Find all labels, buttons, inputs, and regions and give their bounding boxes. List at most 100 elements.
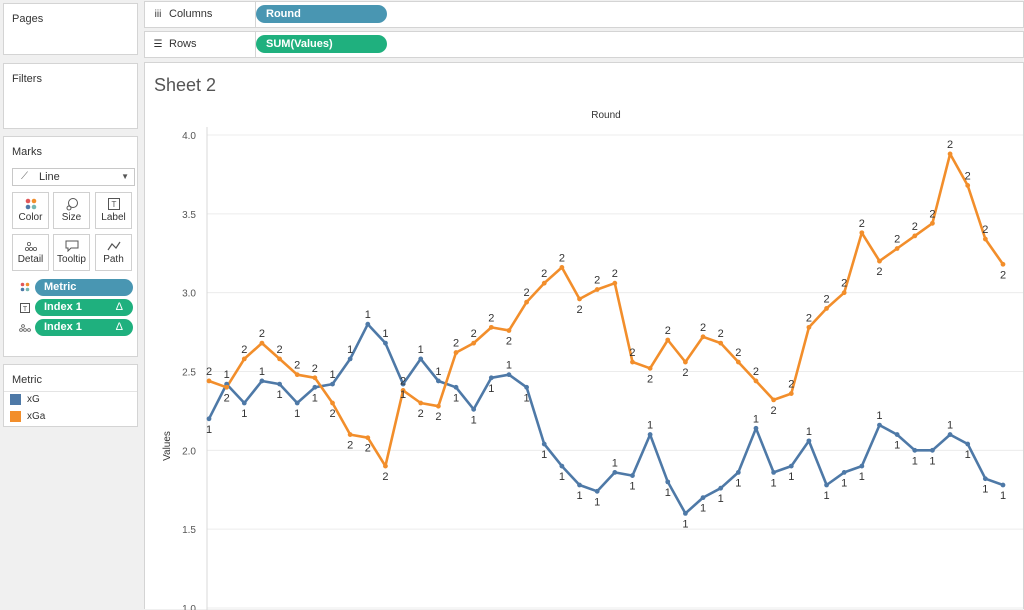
- data-point-xg[interactable]: [877, 422, 882, 428]
- data-point-xg[interactable]: [241, 400, 247, 406]
- data-point-xga[interactable]: [930, 220, 935, 226]
- data-point-xg[interactable]: [930, 447, 935, 453]
- series-line-xga[interactable]: [208, 152, 1005, 468]
- data-point-xg[interactable]: [383, 340, 388, 346]
- data-point-xg[interactable]: [735, 470, 741, 475]
- data-point-xg[interactable]: [400, 381, 406, 387]
- data-point-xga[interactable]: [524, 299, 529, 305]
- data-point-xg[interactable]: [841, 470, 847, 475]
- data-point-xga[interactable]: [506, 328, 512, 333]
- data-point-xg[interactable]: [418, 356, 424, 362]
- data-point-xga[interactable]: [612, 280, 618, 286]
- data-point-xg[interactable]: [259, 378, 265, 384]
- data-point-xga[interactable]: [982, 236, 988, 242]
- data-point-xga[interactable]: [224, 384, 230, 390]
- data-point-xg[interactable]: [647, 432, 653, 437]
- data-point-xg[interactable]: [453, 384, 459, 390]
- data-point-xg[interactable]: [612, 470, 618, 475]
- data-point-xga[interactable]: [806, 324, 812, 330]
- data-point-xga[interactable]: [259, 340, 265, 346]
- path-button[interactable]: Path: [95, 234, 132, 271]
- data-point-xg[interactable]: [347, 356, 353, 362]
- data-point-xg[interactable]: [982, 476, 988, 482]
- data-point-xg[interactable]: [330, 381, 335, 387]
- data-point-xga[interactable]: [594, 287, 600, 292]
- line-chart[interactable]: Round Values 1.01.52.02.53.03.54.0 11111…: [145, 63, 1023, 610]
- data-point-xg[interactable]: [753, 425, 759, 431]
- data-point-xg[interactable]: [965, 441, 971, 447]
- data-point-xga[interactable]: [400, 388, 406, 393]
- mark-type-dropdown[interactable]: ⟋ Line ▼: [12, 168, 135, 186]
- data-point-xga[interactable]: [435, 403, 441, 409]
- data-point-xg[interactable]: [683, 511, 688, 516]
- data-point-xg[interactable]: [700, 495, 706, 501]
- data-point-xga[interactable]: [365, 435, 371, 441]
- data-point-xg[interactable]: [1000, 482, 1006, 488]
- data-point-xga[interactable]: [947, 151, 953, 157]
- data-point-xga[interactable]: [294, 372, 300, 378]
- label-button[interactable]: T Label: [95, 192, 132, 229]
- data-point-xga[interactable]: [630, 359, 635, 365]
- data-point-xga[interactable]: [894, 246, 900, 251]
- data-point-xga[interactable]: [559, 265, 565, 270]
- data-point-xga[interactable]: [665, 337, 671, 343]
- round-column-pill[interactable]: Round: [256, 5, 387, 23]
- legend-item-xg[interactable]: xG: [10, 394, 40, 406]
- index-detail-pill[interactable]: Index 1 Δ: [35, 319, 133, 336]
- data-point-xga[interactable]: [277, 356, 282, 362]
- data-point-xga[interactable]: [753, 378, 759, 384]
- data-point-xg[interactable]: [294, 400, 300, 406]
- data-point-xg[interactable]: [524, 384, 529, 390]
- columns-shelf[interactable]: iii Columns Round: [144, 1, 1024, 28]
- data-point-xga[interactable]: [206, 378, 212, 384]
- data-point-xg[interactable]: [312, 384, 318, 390]
- data-point-xga[interactable]: [647, 365, 653, 371]
- data-point-xga[interactable]: [683, 359, 688, 365]
- pages-panel[interactable]: Pages: [3, 3, 138, 55]
- data-point-xga[interactable]: [1000, 261, 1006, 267]
- data-point-xg[interactable]: [559, 463, 565, 469]
- detail-button[interactable]: Detail: [12, 234, 49, 271]
- data-point-xg[interactable]: [788, 463, 794, 469]
- data-point-xg[interactable]: [912, 447, 918, 453]
- data-point-xga[interactable]: [418, 400, 424, 406]
- data-point-xga[interactable]: [771, 397, 777, 403]
- data-point-xg[interactable]: [859, 463, 865, 469]
- data-point-xg[interactable]: [947, 432, 953, 437]
- data-point-xg[interactable]: [277, 381, 282, 387]
- data-point-xga[interactable]: [718, 340, 724, 346]
- size-button[interactable]: Size: [53, 192, 90, 229]
- data-point-xg[interactable]: [471, 406, 477, 412]
- data-point-xga[interactable]: [330, 400, 335, 406]
- data-point-xg[interactable]: [806, 438, 812, 444]
- data-point-xga[interactable]: [735, 359, 741, 365]
- data-point-xga[interactable]: [577, 296, 582, 302]
- data-point-xga[interactable]: [859, 230, 865, 236]
- data-point-xga[interactable]: [700, 334, 706, 340]
- data-point-xga[interactable]: [383, 463, 388, 469]
- legend-item-xga[interactable]: xGa: [10, 411, 45, 423]
- data-point-xg[interactable]: [506, 372, 512, 378]
- data-point-xg[interactable]: [718, 485, 724, 491]
- sum-values-row-pill[interactable]: SUM(Values): [256, 35, 387, 53]
- data-point-xg[interactable]: [541, 441, 547, 447]
- data-point-xg[interactable]: [630, 473, 635, 478]
- data-point-xga[interactable]: [824, 306, 829, 311]
- data-point-xga[interactable]: [541, 280, 547, 286]
- rows-shelf[interactable]: ☰ Rows SUM(Values): [144, 31, 1024, 58]
- filters-panel[interactable]: Filters: [3, 63, 138, 129]
- data-point-xg[interactable]: [594, 488, 600, 494]
- data-point-xga[interactable]: [347, 432, 353, 437]
- data-point-xga[interactable]: [965, 183, 971, 188]
- data-point-xga[interactable]: [241, 356, 247, 362]
- data-point-xg[interactable]: [435, 378, 441, 384]
- metric-color-pill[interactable]: Metric: [35, 279, 133, 296]
- data-point-xg[interactable]: [365, 321, 371, 327]
- data-point-xg[interactable]: [894, 432, 900, 437]
- data-point-xga[interactable]: [912, 233, 918, 239]
- series-line-xg[interactable]: [207, 322, 1004, 515]
- data-point-xga[interactable]: [841, 290, 847, 296]
- chevron-down-icon[interactable]: ▼: [121, 172, 129, 181]
- tooltip-button[interactable]: Tooltip: [53, 234, 90, 271]
- data-point-xg[interactable]: [824, 482, 829, 488]
